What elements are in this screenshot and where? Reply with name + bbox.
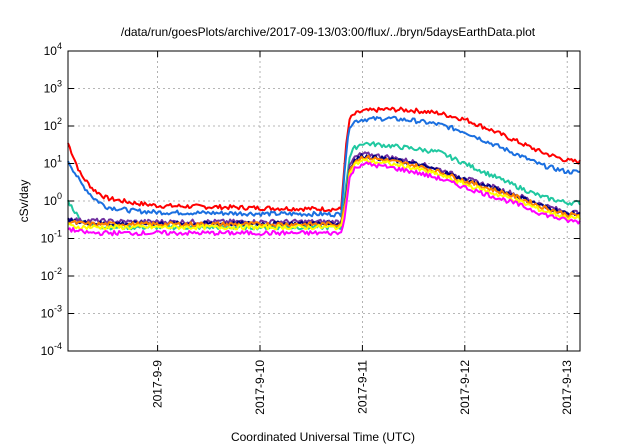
y-tick-exponent: 1 xyxy=(57,154,62,164)
x-tick-label: 2017-9-10 xyxy=(253,360,267,415)
series-line-5 xyxy=(67,153,581,227)
x-axis-label: Coordinated Universal Time (UTC) xyxy=(231,430,415,444)
y-tick-exponent: 0 xyxy=(57,191,62,201)
y-tick-exponent: -4 xyxy=(54,341,62,351)
y-tick-exponent: 2 xyxy=(57,116,62,126)
y-tick-exponent: -2 xyxy=(54,266,62,276)
y-tick-base: 10 xyxy=(41,269,55,283)
x-tick-label: 2017-9-13 xyxy=(560,360,574,415)
y-tick-base: 10 xyxy=(41,307,55,321)
y-tick-label: 10-2 xyxy=(41,266,62,283)
grid-layer xyxy=(68,51,580,351)
y-tick-base: 10 xyxy=(41,232,55,246)
y-tick-exponent: -3 xyxy=(54,304,62,314)
y-tick-exponent: -1 xyxy=(54,229,62,239)
y-tick-base: 10 xyxy=(44,194,58,208)
y-tick-label: 101 xyxy=(44,154,62,171)
y-tick-label: 10-4 xyxy=(41,341,62,358)
x-tick-label: 2017-9-11 xyxy=(355,360,369,414)
series-line-1 xyxy=(67,106,581,213)
y-tick-base: 10 xyxy=(44,119,58,133)
y-tick-exponent: 3 xyxy=(57,79,62,89)
chart-title: /data/run/goesPlots/archive/2017-09-13/0… xyxy=(121,25,536,39)
y-tick-label: 104 xyxy=(44,41,62,58)
series-line-2 xyxy=(67,115,581,218)
y-tick-label: 10-1 xyxy=(41,229,62,246)
y-tick-label: 102 xyxy=(44,116,62,133)
y-tick-label: 103 xyxy=(44,79,62,96)
y-tick-base: 10 xyxy=(44,82,58,96)
y-tick-base: 10 xyxy=(41,344,55,358)
series-line-3 xyxy=(67,141,581,231)
x-tick-label: 2017-9-9 xyxy=(151,360,165,408)
y-tick-base: 10 xyxy=(44,157,58,171)
x-tick-label: 2017-9-12 xyxy=(458,360,472,415)
y-axis-label: cSv/day xyxy=(17,180,31,223)
series-line-7 xyxy=(67,158,581,231)
y-tick-exponent: 4 xyxy=(57,41,62,51)
series-line-8 xyxy=(67,161,581,237)
series-line-6 xyxy=(67,154,581,228)
series-layer xyxy=(67,106,581,237)
y-tick-label: 10-3 xyxy=(41,304,62,321)
y-tick-base: 10 xyxy=(44,44,58,58)
y-tick-label: 100 xyxy=(44,191,62,208)
